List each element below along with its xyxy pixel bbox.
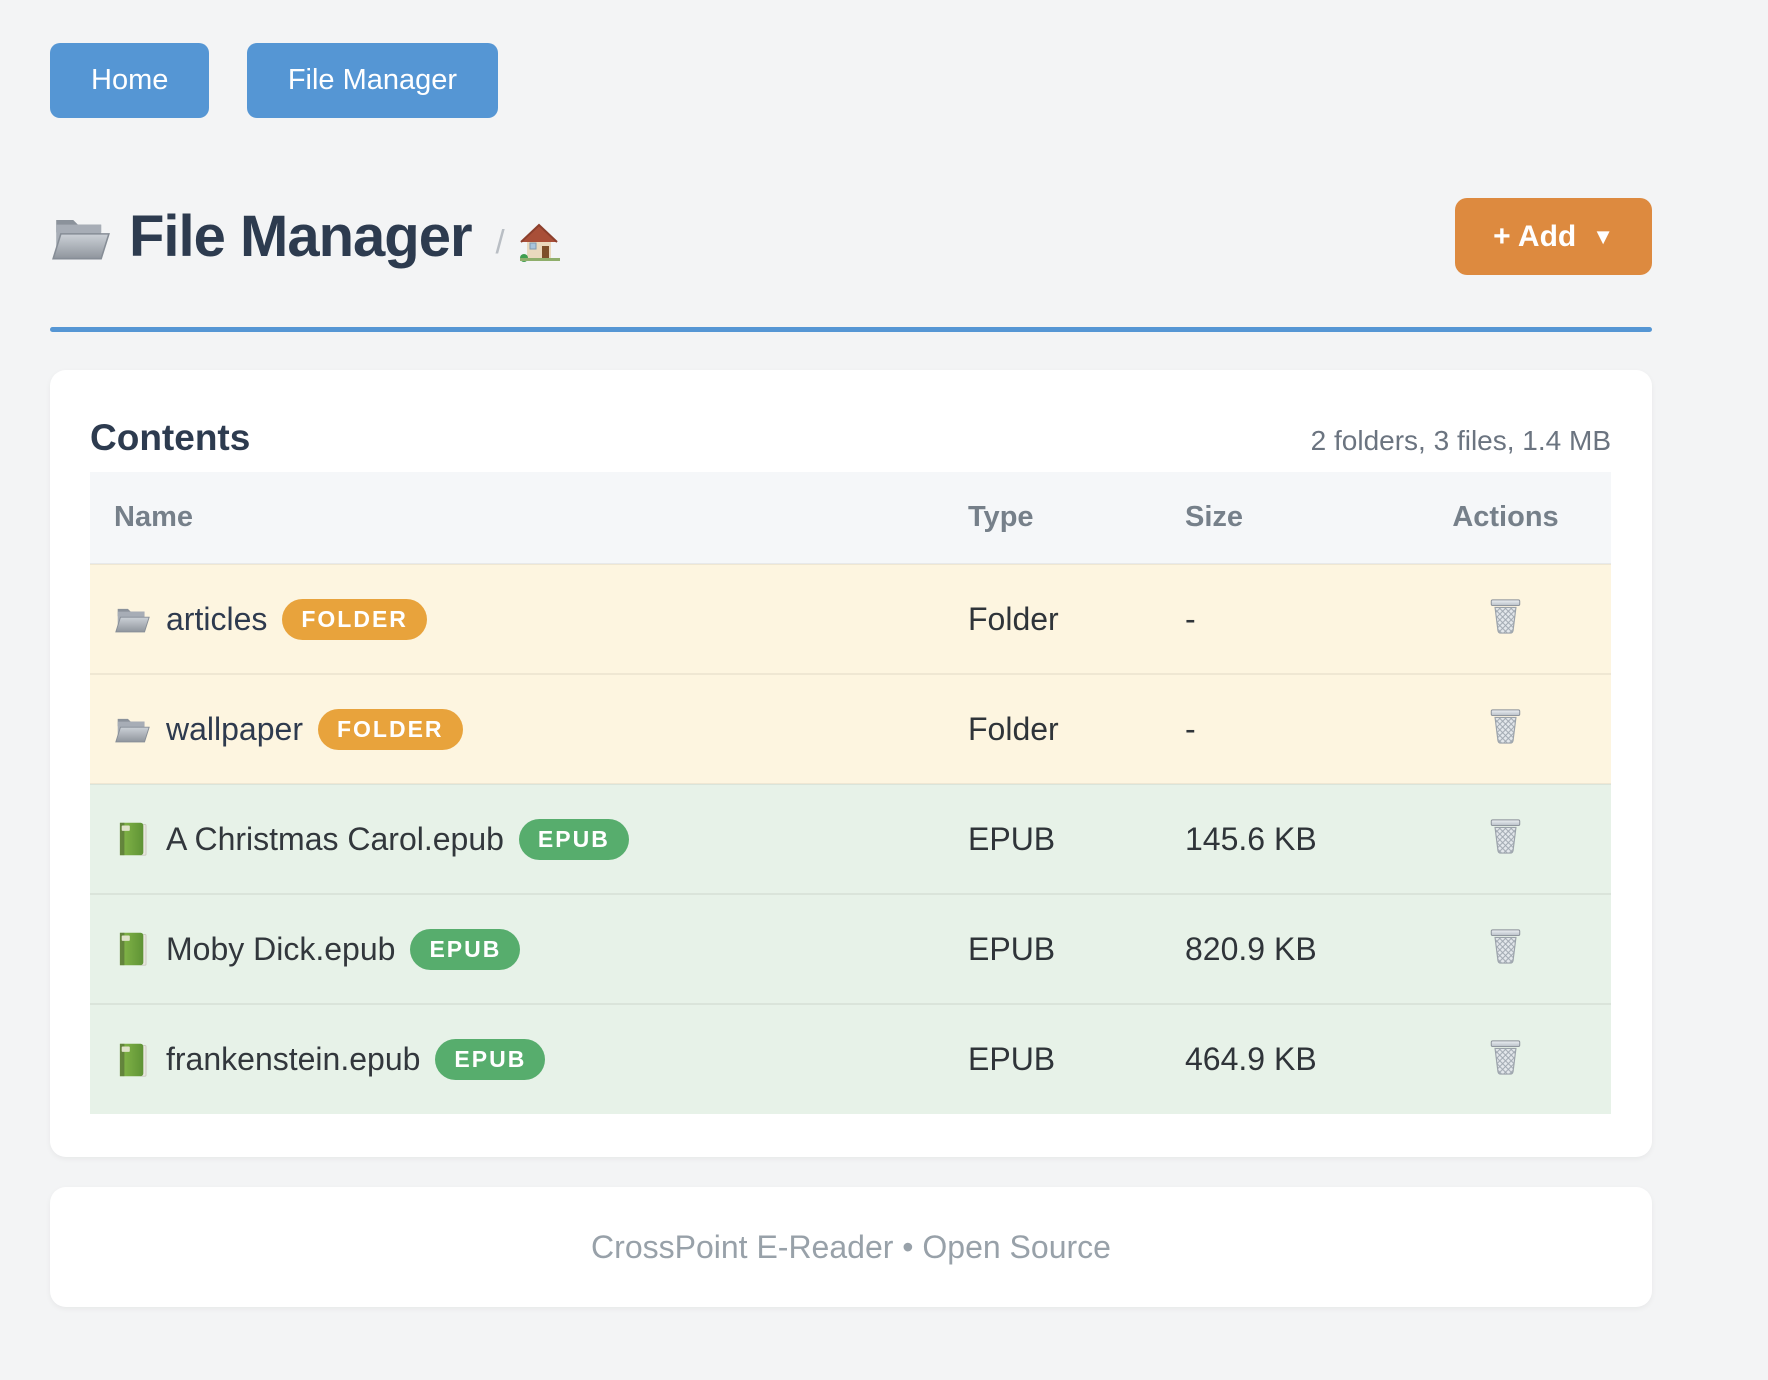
- column-header-actions: Actions: [1400, 472, 1611, 564]
- title-block: File Manager /: [50, 203, 560, 271]
- book-icon: [114, 1042, 151, 1078]
- size-cell: 145.6 KB: [1161, 783, 1400, 894]
- type-badge: EPUB: [410, 928, 521, 970]
- type-badge: FOLDER: [317, 708, 463, 750]
- nav-home-button[interactable]: Home: [50, 43, 210, 118]
- name-cell: Moby Dick.epub EPUB: [90, 893, 944, 1004]
- file-name[interactable]: wallpaper: [166, 710, 303, 747]
- delete-button[interactable]: [1486, 815, 1525, 857]
- type-cell: EPUB: [944, 783, 1161, 894]
- column-header-name: Name: [90, 472, 944, 564]
- table-row[interactable]: Moby Dick.epub EPUB EPUB 820.9 KB: [90, 893, 1611, 1004]
- header-divider: [50, 327, 1652, 332]
- folder-icon: [50, 210, 112, 264]
- actions-cell: [1400, 563, 1611, 674]
- trash-icon: [1488, 707, 1523, 745]
- nav-file-manager-button[interactable]: File Manager: [246, 43, 499, 118]
- file-name[interactable]: A Christmas Carol.epub: [166, 820, 504, 857]
- table-row[interactable]: A Christmas Carol.epub EPUB EPUB 145.6 K…: [90, 783, 1611, 894]
- table-row[interactable]: frankenstein.epub EPUB EPUB 464.9 KB: [90, 1003, 1611, 1114]
- page-header: File Manager / + Add ▼: [50, 198, 1652, 275]
- type-badge: EPUB: [435, 1039, 546, 1080]
- book-icon: [114, 931, 151, 967]
- folder-icon: [114, 601, 151, 637]
- footer-card: CrossPoint E-Reader • Open Source: [50, 1187, 1652, 1307]
- page-title: File Manager: [129, 203, 473, 269]
- page: Home File Manager File Manager / + Add ▼…: [50, 0, 1652, 1307]
- table-row[interactable]: articles FOLDER Folder -: [90, 563, 1611, 674]
- contents-card: Contents 2 folders, 3 files, 1.4 MB Name…: [50, 370, 1652, 1157]
- name-cell: wallpaper FOLDER: [90, 673, 944, 784]
- table-row[interactable]: wallpaper FOLDER Folder -: [90, 673, 1611, 784]
- chevron-down-icon: ▼: [1592, 223, 1614, 249]
- actions-cell: [1400, 1003, 1611, 1114]
- size-cell: -: [1161, 673, 1400, 784]
- footer-text: CrossPoint E-Reader • Open Source: [591, 1228, 1111, 1265]
- type-badge: EPUB: [518, 818, 629, 860]
- trash-icon: [1488, 1038, 1523, 1076]
- file-name[interactable]: Moby Dick.epub: [166, 930, 396, 967]
- size-cell: -: [1161, 563, 1400, 674]
- type-badge: FOLDER: [282, 598, 427, 640]
- top-nav: Home File Manager: [50, 43, 1652, 118]
- type-cell: Folder: [944, 563, 1161, 674]
- breadcrumb-home-link[interactable]: [518, 222, 560, 262]
- column-header-size: Size: [1161, 472, 1400, 564]
- trash-icon: [1488, 597, 1523, 635]
- name-cell: frankenstein.epub EPUB: [90, 1003, 944, 1114]
- delete-button[interactable]: [1486, 1036, 1525, 1078]
- book-icon: [114, 821, 151, 857]
- house-icon: [518, 222, 560, 262]
- contents-summary: 2 folders, 3 files, 1.4 MB: [1310, 425, 1611, 456]
- delete-button[interactable]: [1486, 595, 1525, 637]
- delete-button[interactable]: [1486, 705, 1525, 747]
- folder-icon: [114, 711, 151, 747]
- column-header-type: Type: [944, 472, 1161, 564]
- size-cell: 820.9 KB: [1161, 893, 1400, 1004]
- delete-button[interactable]: [1486, 925, 1525, 967]
- actions-cell: [1400, 673, 1611, 784]
- contents-title: Contents: [90, 417, 251, 458]
- breadcrumb-separator: /: [495, 222, 505, 260]
- file-name[interactable]: frankenstein.epub: [166, 1041, 421, 1077]
- add-button-label: + Add: [1493, 219, 1577, 253]
- type-cell: Folder: [944, 673, 1161, 784]
- type-cell: EPUB: [944, 1003, 1161, 1114]
- breadcrumb: /: [496, 222, 560, 262]
- name-cell: articles FOLDER: [90, 563, 944, 674]
- file-name[interactable]: articles: [166, 600, 268, 637]
- actions-cell: [1400, 783, 1611, 894]
- contents-card-header: Contents 2 folders, 3 files, 1.4 MB: [90, 416, 1611, 460]
- actions-cell: [1400, 893, 1611, 1004]
- file-table: Name Type Size Actions articles FOLDER F…: [90, 472, 1611, 1114]
- type-cell: EPUB: [944, 893, 1161, 1004]
- file-table-body: articles FOLDER Folder - wallpaper FOLDE…: [90, 563, 1611, 1114]
- size-cell: 464.9 KB: [1161, 1003, 1400, 1114]
- trash-icon: [1488, 817, 1523, 855]
- file-table-head: Name Type Size Actions: [90, 472, 1611, 564]
- trash-icon: [1488, 927, 1523, 965]
- add-button[interactable]: + Add ▼: [1455, 198, 1652, 275]
- name-cell: A Christmas Carol.epub EPUB: [90, 783, 944, 894]
